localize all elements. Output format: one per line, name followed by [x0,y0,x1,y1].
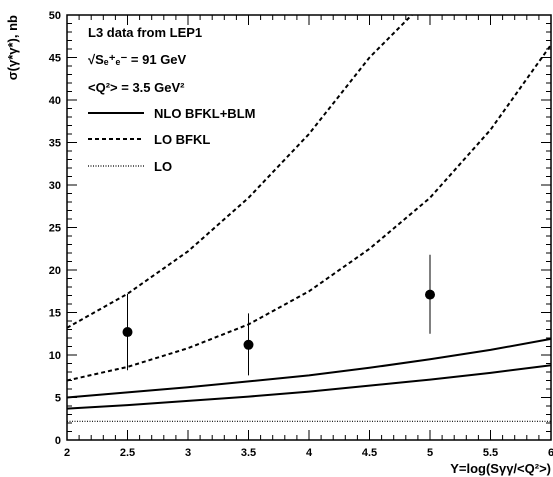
y-tick-label: 5 [55,393,61,405]
x-tick-label: 2 [64,447,70,459]
y-axis-title: σ(γ*γ*), nb [5,15,20,80]
axis-ticks [66,14,552,441]
curve-solid [66,364,552,410]
curves [66,14,552,422]
x-tick-label: 5.5 [483,447,498,459]
x-tick-label: 2.5 [120,447,135,459]
curve-dashed [66,14,413,329]
x-tick-label: 4 [306,447,313,459]
curve-solid [66,337,552,399]
y-tick-label: 35 [49,138,61,150]
y-tick-label: 10 [49,350,61,362]
legend-label-0: NLO BFKL+BLM [154,106,255,121]
annotation-2: <Q²> = 3.5 GeV² [88,80,185,95]
tick-labels: 2 2.5 3 3.5 4 4.5 5 5.5 6 0 5 10 15 20 25 30 35 40 45 50 [49,10,553,459]
y-tick-label: 45 [49,53,61,65]
data-point [425,289,435,300]
data-point [122,327,133,338]
annotation-0: L3 data from LEP1 [88,25,202,40]
y-tick-label: 30 [49,180,61,192]
data-points [122,254,435,376]
y-tick-label: 40 [49,95,61,107]
y-tick-label: 20 [49,265,61,277]
x-axis-title: Y=log(Sγγ/<Q²>) [450,461,551,476]
x-tick-label: 3 [185,447,191,459]
curve-dashed [66,44,552,382]
y-tick-label: 25 [49,223,61,235]
data-point [243,339,254,350]
y-tick-label: 50 [49,10,61,22]
legend-label-1: LO BFKL [154,132,210,147]
y-tick-label: 0 [55,435,61,447]
legend-label-2: LO [154,159,172,174]
annotation-1: √Sₑ⁺ₑ⁻ = 91 GeV [88,52,187,67]
x-tick-label: 5 [427,447,433,459]
y-tick-label: 15 [49,308,61,320]
x-tick-label: 4.5 [362,447,377,459]
x-tick-label: 6 [548,447,553,459]
x-tick-label: 3.5 [241,447,256,459]
